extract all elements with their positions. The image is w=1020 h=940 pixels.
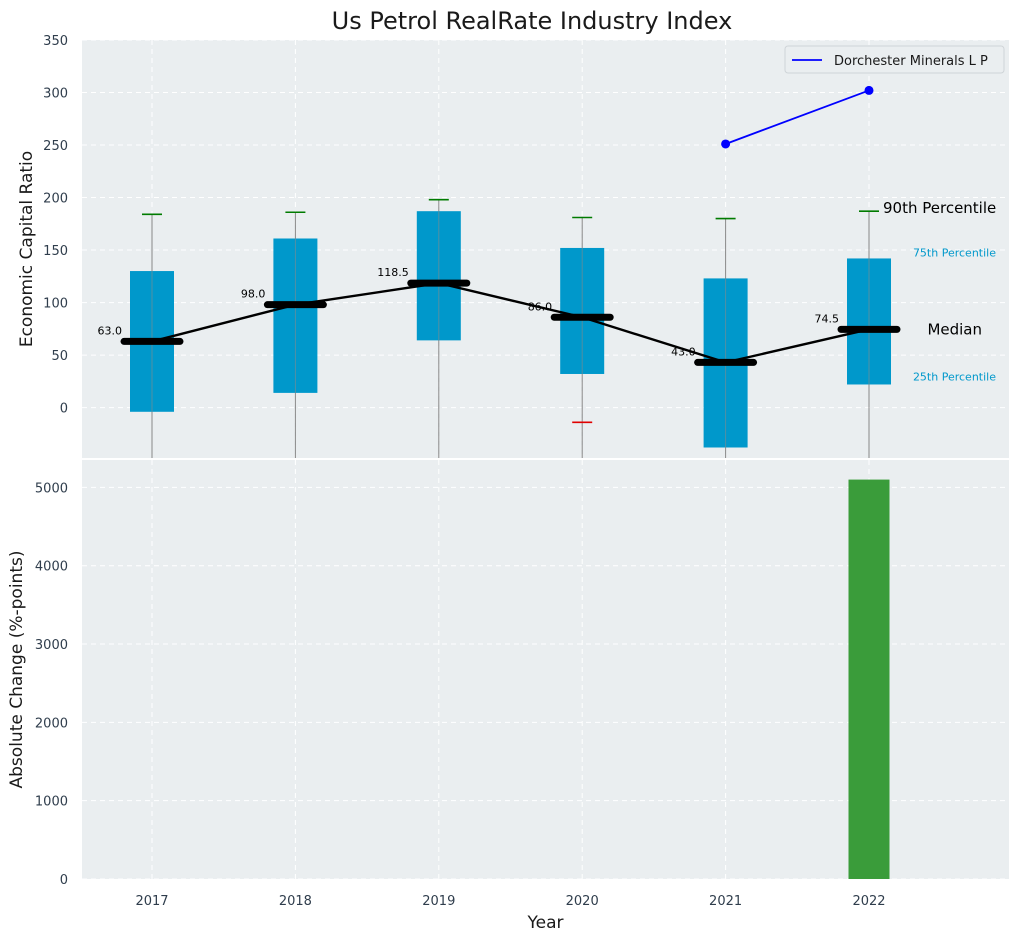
legend-frame <box>784 45 1005 74</box>
top-y-tick-label: 300 <box>43 87 68 102</box>
legend-entry-label: Dorchester Minerals L P <box>834 54 988 69</box>
company-series-point <box>721 139 731 149</box>
annotation-p90: 90th Percentile <box>883 199 996 217</box>
median-data-label: 98.0 <box>241 288 266 301</box>
annotation-median: Median <box>927 320 982 338</box>
top-y-tick-label: 50 <box>51 349 68 364</box>
x-axis-title: Year <box>527 913 564 933</box>
top-y-tick-label: 150 <box>43 244 68 259</box>
legend: Dorchester Minerals L P <box>784 45 1005 74</box>
top-y-tick-label: 350 <box>43 34 68 49</box>
bottom-y-axis-title: Absolute Change (%-points) <box>7 551 27 789</box>
median-data-label: 118.5 <box>377 266 409 279</box>
bottom-y-tick-label: 2000 <box>35 716 68 731</box>
top-y-tick-label: 250 <box>43 139 68 154</box>
median-data-label: 63.0 <box>98 324 123 337</box>
chart-title: Us Petrol RealRate Industry Index <box>332 7 733 35</box>
bottom-y-tick-label: 3000 <box>35 638 68 653</box>
x-tick-label: 2021 <box>709 894 742 909</box>
bottom-y-tick-label: 0 <box>60 873 68 888</box>
median-data-label: 74.5 <box>815 312 840 325</box>
top-plot-area <box>82 40 1009 458</box>
top-y-tick-label: 100 <box>43 297 68 312</box>
annotation-p25: 25th Percentile <box>913 370 996 383</box>
bottom-y-tick-label: 5000 <box>35 481 68 496</box>
bottom-y-tick-label: 1000 <box>35 795 68 810</box>
top-panel-box-plot: 0 50 100 150 200 250 300 350 63.0 98.0 118.5 86.0 43… <box>17 34 1009 458</box>
median-data-label: 43.0 <box>671 345 696 358</box>
x-tick-label: 2022 <box>852 894 885 909</box>
median-data-label: 86.0 <box>528 300 553 313</box>
top-y-axis-title: Economic Capital Ratio <box>17 151 37 347</box>
company-series-line <box>725 89 870 145</box>
median-trend-line <box>151 281 870 364</box>
top-y-tick-label: 0 <box>60 402 68 417</box>
bottom-panel-bar-chart: 0 1000 2000 3000 4000 5000 2017 2018 2019 2020 202… <box>7 460 1009 933</box>
company-series-point <box>864 85 874 95</box>
x-tick-label: 2018 <box>279 894 312 909</box>
x-tick-label: 2019 <box>422 894 455 909</box>
annotation-p75: 75th Percentile <box>913 246 996 259</box>
x-tick-label: 2017 <box>135 894 168 909</box>
x-tick-label: 2020 <box>566 894 599 909</box>
bar <box>848 479 890 879</box>
top-y-tick-label: 200 <box>43 192 68 207</box>
bottom-y-tick-label: 4000 <box>35 560 68 575</box>
